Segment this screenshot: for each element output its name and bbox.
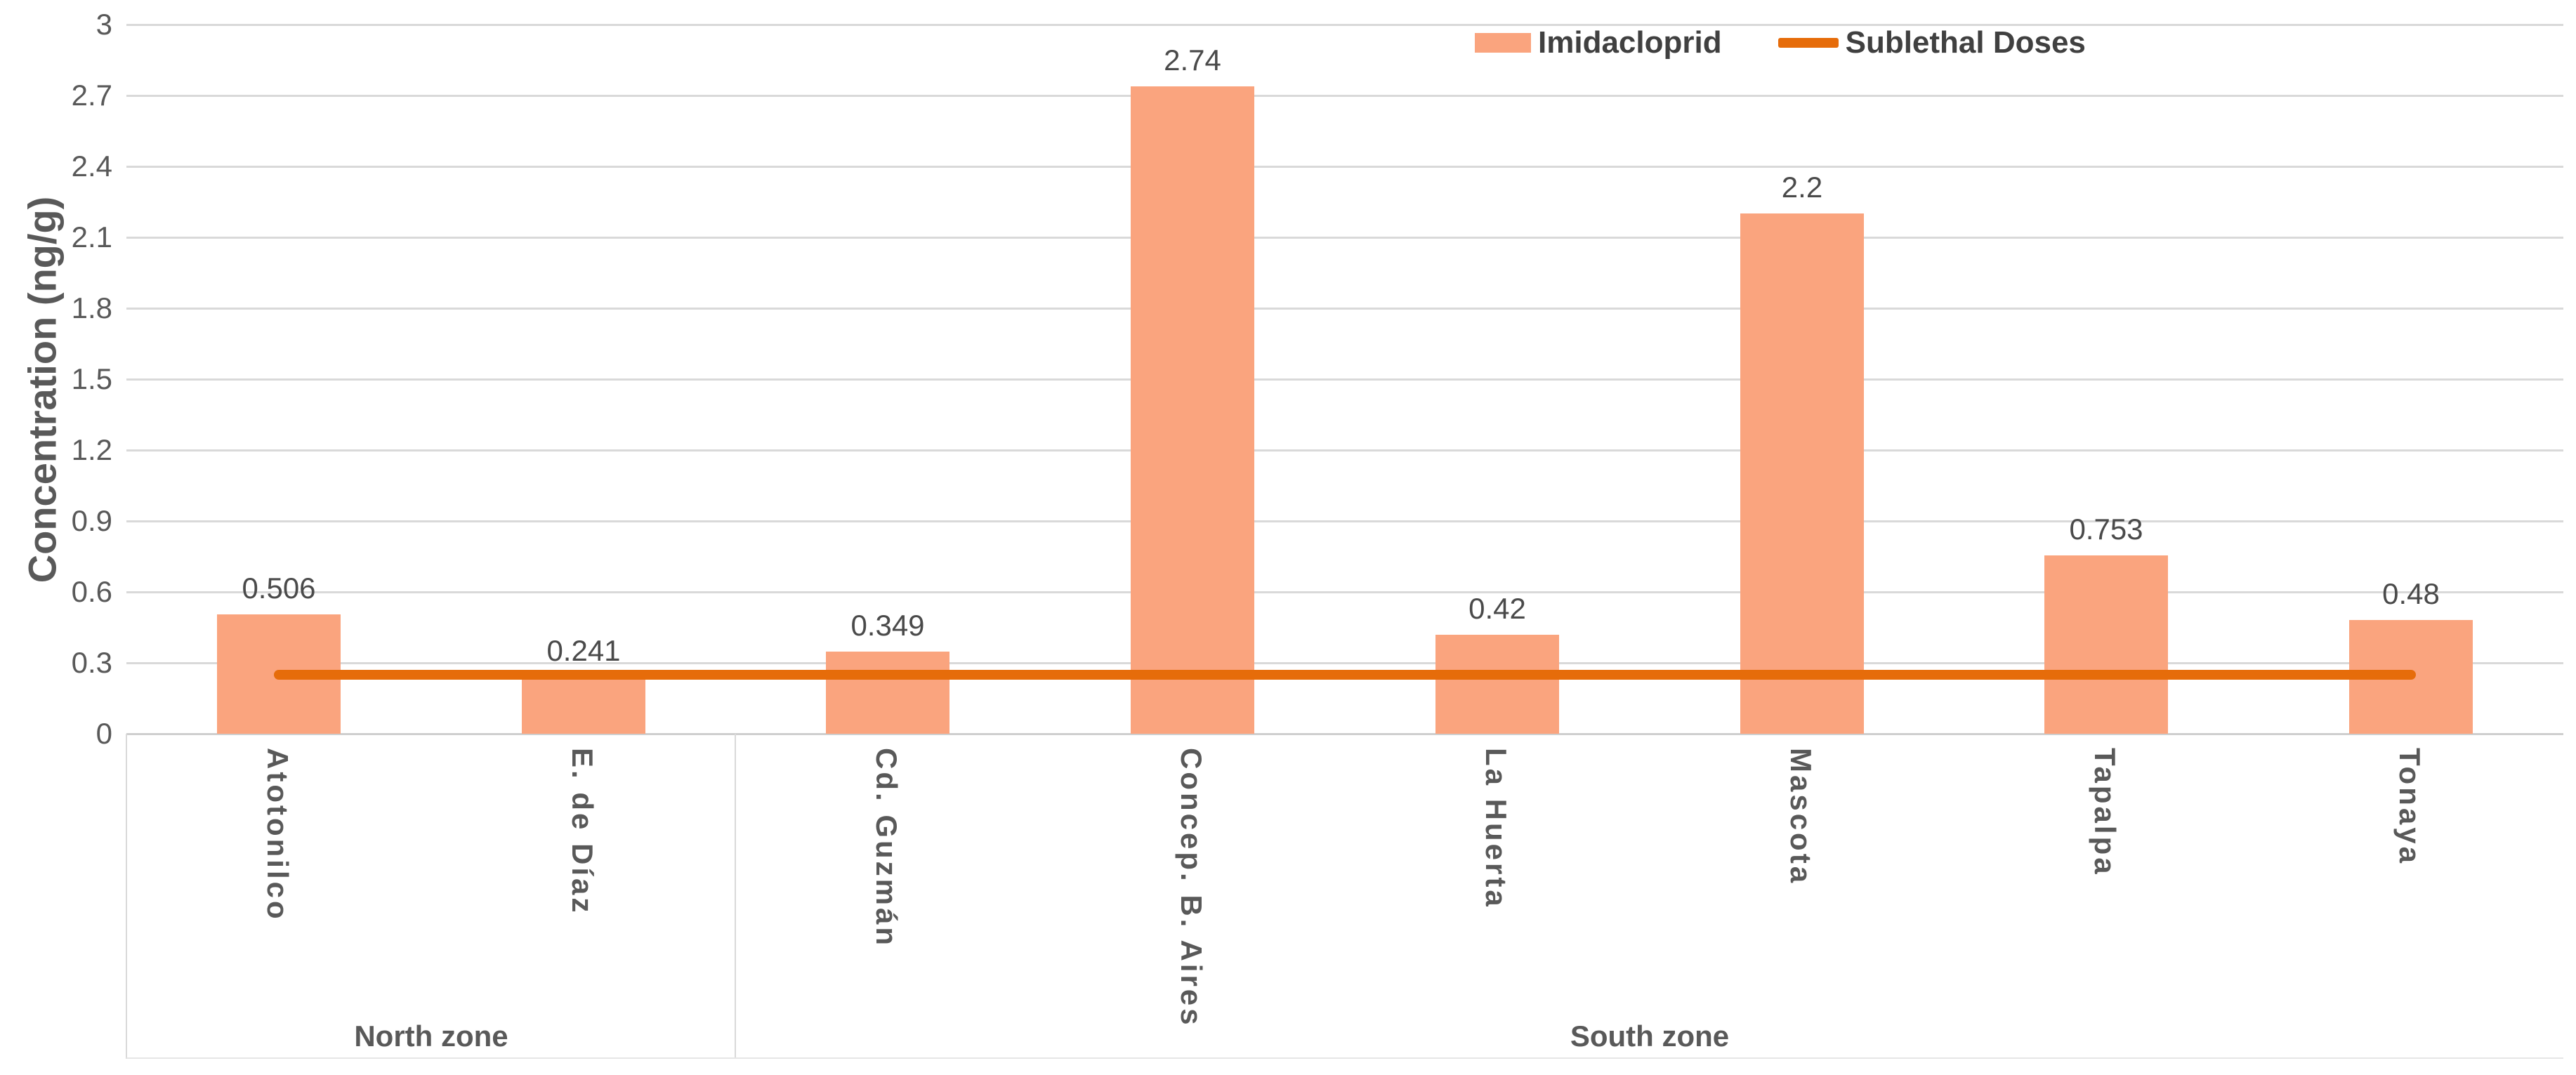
y-tick-label: 1.8 <box>71 291 112 324</box>
y-tick-label: 0.9 <box>71 504 112 537</box>
bar-concep-b-aires <box>1131 86 1254 734</box>
x-category-label-la-huerta: La Huerta <box>1480 748 1513 909</box>
zone-divider-line <box>735 734 736 1059</box>
legend-label-sublethal-doses: Sublethal Doses <box>1845 25 2086 60</box>
category-box-bottom-border <box>126 1057 2563 1059</box>
bar-value-label-tapalpa: 0.753 <box>2069 513 2143 546</box>
bar-mascota <box>1740 213 1864 734</box>
bar-e-de-d-az <box>522 677 645 734</box>
bar-value-label-la-huerta: 0.42 <box>1468 592 1526 625</box>
x-axis-baseline <box>126 733 2563 735</box>
legend-item-sublethal-doses: Sublethal Doses <box>1777 25 2086 60</box>
y-tick-label: 0.6 <box>71 575 112 608</box>
sublethal-doses-line-swatch-icon <box>1777 38 1839 48</box>
y-tick-label: 2.1 <box>71 220 112 253</box>
y-tick-label: 1.2 <box>71 433 112 466</box>
gridline <box>126 378 2563 381</box>
legend-item-imidacloprid: Imidacloprid <box>1475 25 1722 60</box>
x-category-label-tonaya: Tonaya <box>2393 748 2426 866</box>
gridline <box>126 591 2563 593</box>
category-box-left-border <box>126 734 127 1059</box>
legend-label-imidacloprid: Imidacloprid <box>1538 25 1722 60</box>
gridline <box>126 95 2563 97</box>
bar-value-label-atotonilco: 0.506 <box>242 572 316 605</box>
imidacloprid-swatch-icon <box>1475 33 1531 53</box>
gridline <box>126 237 2563 239</box>
gridline <box>126 24 2563 26</box>
bar-value-label-tonaya: 0.48 <box>2382 577 2440 610</box>
bar-cd-guzm-n <box>826 652 949 734</box>
zone-label-north: North zone <box>354 1020 508 1053</box>
x-category-label-mascota: Mascota <box>1785 748 1818 886</box>
gridline <box>126 449 2563 451</box>
bar-la-huerta <box>1435 635 1559 734</box>
bar-tapalpa <box>2044 555 2168 734</box>
y-tick-label: 1.5 <box>71 362 112 395</box>
zone-label-south: South zone <box>1570 1020 1730 1053</box>
sublethal-doses-line <box>274 670 2416 680</box>
x-category-label-tapalpa: Tapalpa <box>2089 748 2122 877</box>
gridline <box>126 520 2563 522</box>
y-tick-label: 0.3 <box>71 646 112 679</box>
bar-value-label-concep-b-aires: 2.74 <box>1164 44 1221 77</box>
y-tick-label: 3 <box>96 8 112 41</box>
x-category-label-e-de-d-az: E. de Díaz <box>566 748 599 916</box>
gridline <box>126 166 2563 168</box>
y-tick-label: 2.7 <box>71 79 112 112</box>
x-category-label-atotonilco: Atotonilco <box>261 748 294 922</box>
bar-value-label-mascota: 2.2 <box>1781 171 1823 204</box>
x-category-label-cd-guzm-n: Cd. Guzmán <box>870 748 903 949</box>
y-tick-label: 2.4 <box>71 150 112 183</box>
gridline <box>126 662 2563 664</box>
y-tick-label: 0 <box>96 717 112 750</box>
bar-value-label-cd-guzm-n: 0.349 <box>850 609 925 642</box>
gridline <box>126 308 2563 310</box>
bar-value-label-e-de-d-az: 0.241 <box>546 634 621 667</box>
legend: Imidacloprid Sublethal Doses <box>1475 25 2086 60</box>
x-category-label-concep-b-aires: Concep. B. Aires <box>1175 748 1208 1028</box>
